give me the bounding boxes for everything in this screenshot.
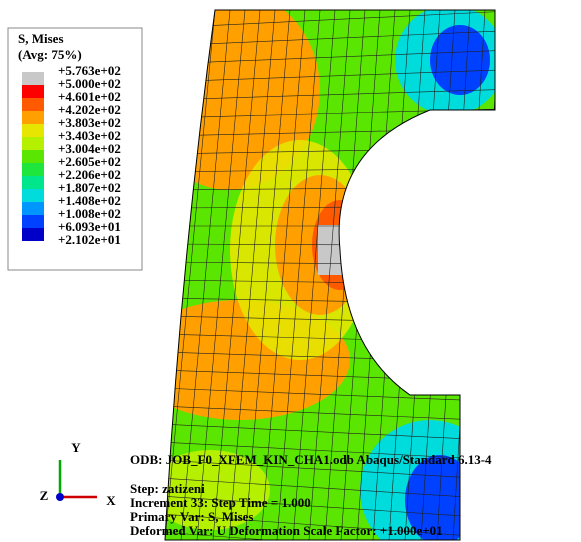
info-line: Increment 33: Step Time = 1.000 [130, 495, 311, 510]
legend-swatch [22, 111, 44, 124]
legend-swatch [22, 202, 44, 215]
info-line: ODB: JOB_F0_XFEM_KIN_CHA1.odb Abaqus/Sta… [130, 452, 492, 467]
legend-swatch [22, 85, 44, 98]
legend-swatch [22, 215, 44, 228]
viewport: S, Mises (Avg: 75%) +5.763e+02+5.000e+02… [0, 0, 581, 542]
legend: +5.763e+02+5.000e+02+4.601e+02+4.202e+02… [22, 63, 121, 247]
axis-label: Y [71, 440, 81, 455]
legend-swatch [22, 98, 44, 111]
legend-swatch [22, 137, 44, 150]
info-line: Deformed Var: U Deformation Scale Factor… [130, 523, 443, 538]
legend-title: S, Mises [18, 31, 64, 46]
legend-swatch [22, 163, 44, 176]
mesh-line [160, 0, 500, 10]
axis-label: Z [40, 488, 49, 503]
legend-swatch [22, 124, 44, 137]
legend-swatch [22, 189, 44, 202]
legend-swatch [22, 150, 44, 163]
axis-label: X [106, 493, 116, 508]
info-line: Primary Var: S, Mises [130, 509, 253, 524]
triad: Y Z X [40, 440, 117, 508]
legend-swatch [22, 228, 44, 241]
legend-swatch [22, 176, 44, 189]
legend-label: +2.102e+01 [58, 232, 121, 247]
legend-subtitle: (Avg: 75%) [18, 47, 82, 62]
info-line: Step: zatizeni [130, 481, 205, 496]
legend-swatch [22, 72, 44, 85]
